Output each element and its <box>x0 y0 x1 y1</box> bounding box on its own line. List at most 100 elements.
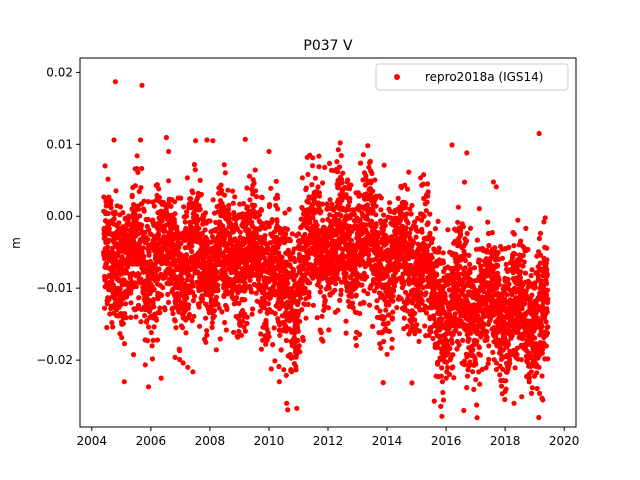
data-point <box>369 218 375 224</box>
data-point <box>136 206 142 212</box>
data-point <box>507 360 513 366</box>
data-point <box>320 338 326 344</box>
data-point <box>118 301 124 307</box>
data-point <box>356 331 363 337</box>
data-point <box>363 191 369 197</box>
data-point <box>338 291 344 297</box>
data-point <box>156 266 162 272</box>
data-point <box>271 229 278 235</box>
data-point <box>490 349 496 355</box>
data-point <box>425 193 431 199</box>
data-point <box>312 175 318 181</box>
data-point <box>211 308 217 314</box>
data-point <box>439 316 445 322</box>
data-point <box>337 297 343 303</box>
data-point <box>363 222 369 228</box>
data-point <box>104 324 110 331</box>
data-point <box>332 287 338 293</box>
data-point <box>285 407 291 413</box>
data-point <box>221 236 227 242</box>
data-point <box>140 245 146 251</box>
data-point <box>486 242 492 249</box>
data-point <box>171 219 177 225</box>
data-point <box>272 358 278 364</box>
data-point <box>430 335 436 342</box>
data-point <box>387 200 393 206</box>
data-point <box>274 195 281 201</box>
data-point <box>117 286 123 292</box>
data-point <box>445 350 451 356</box>
data-point <box>365 143 371 149</box>
data-point <box>198 192 204 198</box>
data-point <box>225 206 232 212</box>
data-point <box>382 218 388 224</box>
data-point <box>406 169 412 175</box>
data-point <box>524 359 531 365</box>
data-point <box>267 202 273 208</box>
data-point <box>218 182 224 188</box>
data-point <box>285 247 291 253</box>
data-point <box>129 192 135 198</box>
data-point <box>151 286 157 293</box>
data-point <box>217 336 223 342</box>
data-point <box>279 254 285 260</box>
data-point <box>102 235 108 241</box>
data-point <box>146 227 152 233</box>
data-point <box>401 279 407 285</box>
data-point <box>336 164 343 170</box>
data-point <box>366 262 372 268</box>
data-point <box>156 194 162 201</box>
data-point <box>203 315 209 321</box>
data-point <box>134 153 140 159</box>
data-point <box>430 236 436 242</box>
data-point <box>142 229 148 235</box>
data-point <box>335 276 341 282</box>
data-point <box>151 296 157 303</box>
data-point <box>494 262 501 268</box>
data-point <box>519 394 525 400</box>
data-point <box>359 282 365 288</box>
data-point <box>197 323 203 329</box>
data-point <box>329 221 336 228</box>
data-point <box>485 219 491 225</box>
data-point <box>402 238 408 244</box>
data-point <box>445 227 451 233</box>
data-point <box>112 209 118 215</box>
data-point <box>403 225 409 231</box>
data-point <box>221 162 227 168</box>
data-point <box>412 331 418 337</box>
data-point <box>518 269 524 275</box>
data-point <box>505 276 511 282</box>
data-point <box>347 223 353 229</box>
data-point <box>427 230 433 236</box>
data-point <box>385 268 391 274</box>
data-point <box>374 304 380 311</box>
data-point <box>477 352 483 358</box>
data-point <box>252 167 258 173</box>
data-point <box>386 302 392 308</box>
data-point <box>283 337 289 344</box>
data-point <box>253 188 259 194</box>
data-point <box>209 324 215 330</box>
data-point <box>150 337 156 343</box>
data-point <box>192 167 198 173</box>
data-point <box>427 211 433 217</box>
data-point <box>431 316 437 322</box>
data-point <box>357 310 363 317</box>
data-point <box>380 380 386 386</box>
data-point <box>214 269 220 275</box>
data-point <box>412 219 418 225</box>
data-point <box>456 331 463 337</box>
data-point <box>502 396 508 403</box>
data-point <box>120 320 126 327</box>
data-point <box>425 220 431 226</box>
data-point <box>319 201 326 207</box>
data-point <box>108 198 114 204</box>
data-point <box>455 204 461 210</box>
data-point <box>338 279 344 285</box>
data-point <box>306 294 312 300</box>
data-point <box>317 289 323 295</box>
data-point <box>188 196 194 202</box>
data-point <box>456 342 462 348</box>
data-point <box>107 311 113 317</box>
